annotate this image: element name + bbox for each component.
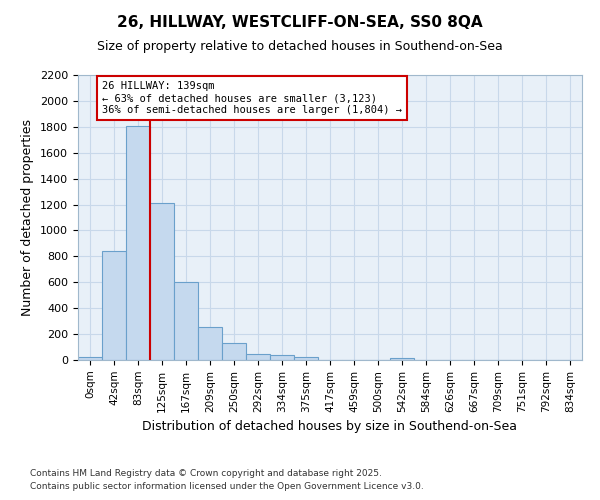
Bar (294, 357, 318, 360)
Bar (78, 358, 102, 360)
Bar (246, 354, 270, 360)
Bar (174, 282, 198, 360)
Bar (150, 203, 174, 360)
Bar (198, 327, 222, 360)
Bar (126, 126, 150, 360)
Bar (222, 343, 246, 360)
Y-axis label: Number of detached properties: Number of detached properties (22, 119, 34, 316)
Bar (390, 358, 414, 360)
Bar (270, 355, 294, 360)
Text: 26 HILLWAY: 139sqm
← 63% of detached houses are smaller (3,123)
36% of semi-deta: 26 HILLWAY: 139sqm ← 63% of detached hou… (102, 82, 402, 114)
X-axis label: Distribution of detached houses by size in Southend-on-Sea: Distribution of detached houses by size … (143, 420, 517, 433)
Text: Size of property relative to detached houses in Southend-on-Sea: Size of property relative to detached ho… (97, 40, 503, 53)
Text: Contains public sector information licensed under the Open Government Licence v3: Contains public sector information licen… (30, 482, 424, 491)
Text: Contains HM Land Registry data © Crown copyright and database right 2025.: Contains HM Land Registry data © Crown c… (30, 468, 382, 477)
Bar (102, 251, 126, 360)
Text: 26, HILLWAY, WESTCLIFF-ON-SEA, SS0 8QA: 26, HILLWAY, WESTCLIFF-ON-SEA, SS0 8QA (117, 15, 483, 30)
